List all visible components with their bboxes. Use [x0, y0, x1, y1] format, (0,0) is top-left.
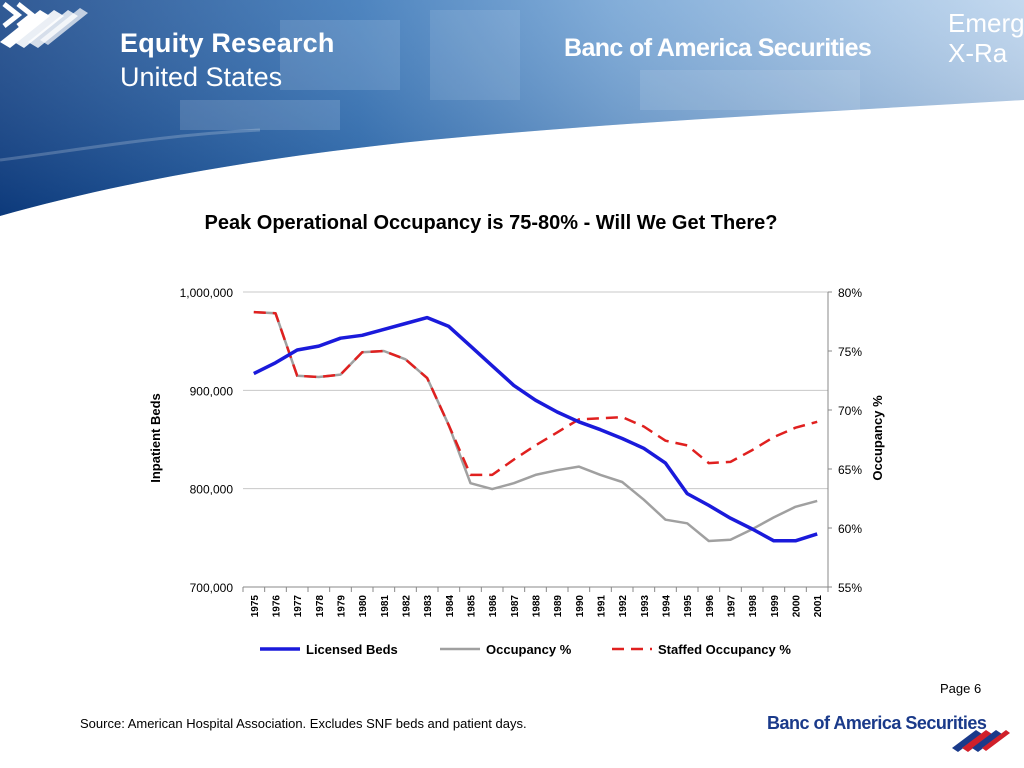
- right-tick-label: 55%: [838, 581, 862, 595]
- chart-gridlines: [243, 291, 828, 588]
- x-tick-label: 1981: [380, 595, 391, 618]
- source-note: Source: American Hospital Association. E…: [80, 716, 527, 731]
- x-tick-label: 2001: [813, 595, 824, 618]
- x-tick-label: 1997: [727, 595, 738, 618]
- x-tick-label: 1989: [553, 595, 564, 618]
- right-tick-label: 75%: [838, 345, 862, 359]
- x-tick-label: 1994: [662, 595, 673, 618]
- right-tick-label: 65%: [838, 463, 862, 477]
- chart-title: Peak Operational Occupancy is 75-80% - W…: [204, 212, 778, 234]
- x-tick-label: 1999: [770, 595, 781, 618]
- x-tick-label: 1991: [597, 595, 608, 618]
- left-tick-label: 900,000: [190, 384, 234, 398]
- series-line-occupancy: [253, 310, 818, 543]
- x-tick-label: 1995: [683, 595, 694, 618]
- x-tick-label: 1983: [423, 595, 434, 618]
- footer-flag-icon: [952, 730, 1010, 752]
- flag-logo-icon: [0, 8, 88, 48]
- left-axis: 700,000 800,000 900,000 1,000,000: [180, 286, 234, 595]
- x-tick-label: 1987: [510, 595, 521, 618]
- x-tick-label: 1998: [748, 595, 759, 618]
- line-chart: 700,000 800,000 900,000 1,000,000 55% 60% 65%…: [148, 286, 885, 657]
- x-tick-label: 1985: [467, 595, 478, 618]
- x-tick-label: 1986: [488, 595, 499, 618]
- x-tick-label: 1990: [575, 595, 586, 618]
- page-number: Page 6: [940, 681, 982, 696]
- left-tick-label: 1,000,000: [180, 286, 234, 300]
- x-tick-label: 1980: [358, 595, 369, 618]
- right-axis-title: Occupancy %: [870, 395, 885, 481]
- arrow-right-icon: [2, 2, 37, 28]
- x-tick-label: 2000: [792, 595, 803, 618]
- x-tick-label: 1982: [402, 595, 413, 618]
- banner-corner-text: Emerg X-Ra: [948, 8, 1024, 68]
- left-tick-label: 800,000: [190, 483, 234, 497]
- banner-subtitle: United States: [120, 62, 283, 92]
- x-tick-label: 1996: [705, 595, 716, 618]
- banner-title: Equity Research: [120, 28, 335, 58]
- left-tick-label: 700,000: [190, 581, 234, 595]
- x-tick-label: 1979: [337, 595, 348, 618]
- x-tick-label: 1988: [532, 595, 543, 618]
- banner-background: [0, 0, 1024, 216]
- series-line-staffed-occupancy: [253, 310, 818, 477]
- series-line-licensed-beds: [253, 315, 818, 543]
- legend-label: Licensed Beds: [306, 642, 398, 657]
- x-axis: 1975 1976 1977 1978 1979 1980 1981 1982 1983 1984…: [242, 586, 829, 618]
- chart-legend: Licensed Beds Occupancy % Staffed Occupanc…: [260, 642, 791, 657]
- right-tick-label: 60%: [838, 522, 862, 536]
- x-tick-label: 1975: [250, 595, 261, 618]
- legend-label: Staffed Occupancy %: [658, 642, 791, 657]
- x-tick-label: 1976: [272, 595, 283, 618]
- x-tick-label: 1992: [618, 595, 629, 618]
- right-tick-label: 80%: [838, 286, 862, 300]
- banner-brand-logo: Banc of America Securities: [564, 34, 872, 62]
- right-tick-label: 70%: [838, 404, 862, 418]
- x-tick-label: 1978: [315, 595, 326, 618]
- x-tick-label: 1993: [640, 595, 651, 618]
- legend-label: Occupancy %: [486, 642, 572, 657]
- footer-brand-logo: Banc of America Securities: [767, 713, 987, 733]
- right-axis: 55% 60% 65% 70% 75% 80%: [827, 286, 862, 595]
- x-tick-label: 1984: [445, 595, 456, 618]
- x-tick-label: 1977: [293, 595, 304, 618]
- chart-series: [253, 310, 818, 543]
- header-banner: Equity Research United States Banc of Am…: [0, 0, 1024, 220]
- left-axis-title: Inpatient Beds: [148, 393, 163, 483]
